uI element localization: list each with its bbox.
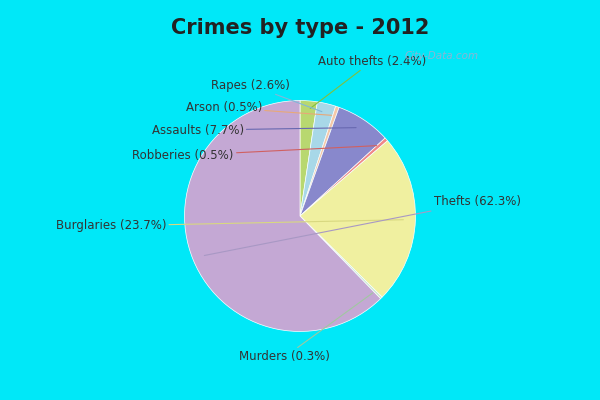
Wedge shape — [300, 106, 339, 216]
Text: Robberies (0.5%): Robberies (0.5%) — [133, 146, 377, 162]
Text: Thefts (62.3%): Thefts (62.3%) — [205, 196, 521, 256]
Text: Crimes by type - 2012: Crimes by type - 2012 — [171, 18, 429, 38]
Wedge shape — [185, 100, 380, 332]
Wedge shape — [300, 216, 382, 299]
Wedge shape — [300, 102, 335, 216]
Text: Murders (0.3%): Murders (0.3%) — [239, 293, 373, 363]
Wedge shape — [300, 141, 415, 297]
Text: Arson (0.5%): Arson (0.5%) — [185, 101, 332, 115]
Wedge shape — [300, 107, 385, 216]
Wedge shape — [300, 100, 317, 216]
Text: Assaults (7.7%): Assaults (7.7%) — [152, 124, 356, 137]
Wedge shape — [300, 138, 388, 216]
Text: Auto thefts (2.4%): Auto thefts (2.4%) — [310, 55, 427, 108]
Text: Rapes (2.6%): Rapes (2.6%) — [211, 78, 322, 112]
Text: Burglaries (23.7%): Burglaries (23.7%) — [56, 219, 403, 232]
Text: City-Data.com: City-Data.com — [404, 51, 479, 61]
